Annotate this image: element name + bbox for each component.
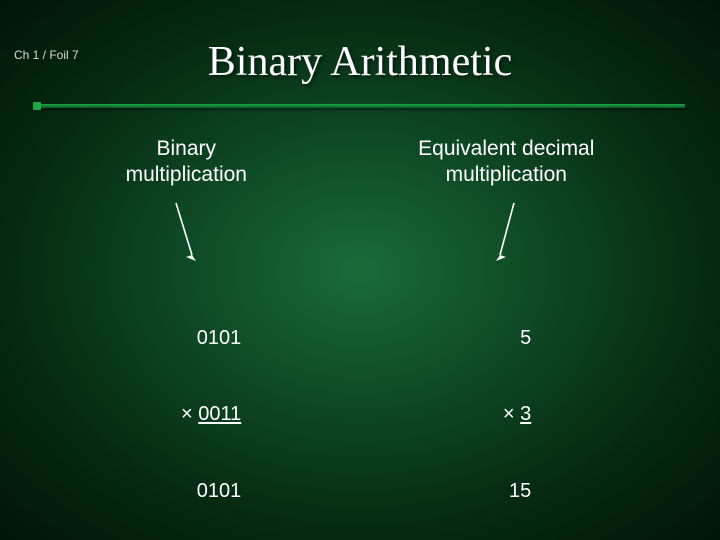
binary-header: Binary multiplication	[126, 136, 247, 189]
slide-title: Binary Arithmetic	[0, 38, 720, 86]
binary-column: Binary multiplication 0101 × 0011 0101 0…	[126, 136, 247, 540]
binary-operand2-line: × 0011	[131, 402, 241, 428]
binary-operand2: 0011	[198, 403, 241, 425]
arrow-down-icon	[486, 199, 526, 269]
binary-pp1: 0101	[131, 479, 241, 505]
content-columns: Binary multiplication 0101 × 0011 0101 0…	[0, 136, 720, 540]
decimal-result: 15	[481, 479, 531, 505]
binary-operand1: 0101	[131, 326, 241, 352]
decimal-operand1: 5	[481, 326, 531, 352]
binary-calc: 0101 × 0011 0101 0101 0000 0000 0001111	[131, 275, 241, 540]
binary-header-l1: Binary	[157, 137, 217, 160]
decimal-calc: 5 × 3 15	[481, 275, 531, 540]
decimal-column: Equivalent decimal multiplication 5 × 3 …	[418, 136, 594, 540]
arrow-down-icon	[166, 199, 206, 269]
decimal-header-l2: multiplication	[446, 163, 567, 186]
decimal-header-l1: Equivalent decimal	[418, 137, 594, 160]
decimal-operand2-line: × 3	[481, 402, 531, 428]
mult-symbol: ×	[181, 403, 198, 425]
foil-label: Ch 1 / Foil 7	[14, 48, 79, 62]
mult-symbol: ×	[503, 403, 520, 425]
binary-header-l2: multiplication	[126, 163, 247, 186]
decimal-header: Equivalent decimal multiplication	[418, 136, 594, 189]
title-rule	[35, 104, 685, 108]
binary-arrow	[166, 199, 206, 269]
decimal-operand2: 3	[520, 403, 531, 425]
decimal-arrow	[486, 199, 526, 269]
